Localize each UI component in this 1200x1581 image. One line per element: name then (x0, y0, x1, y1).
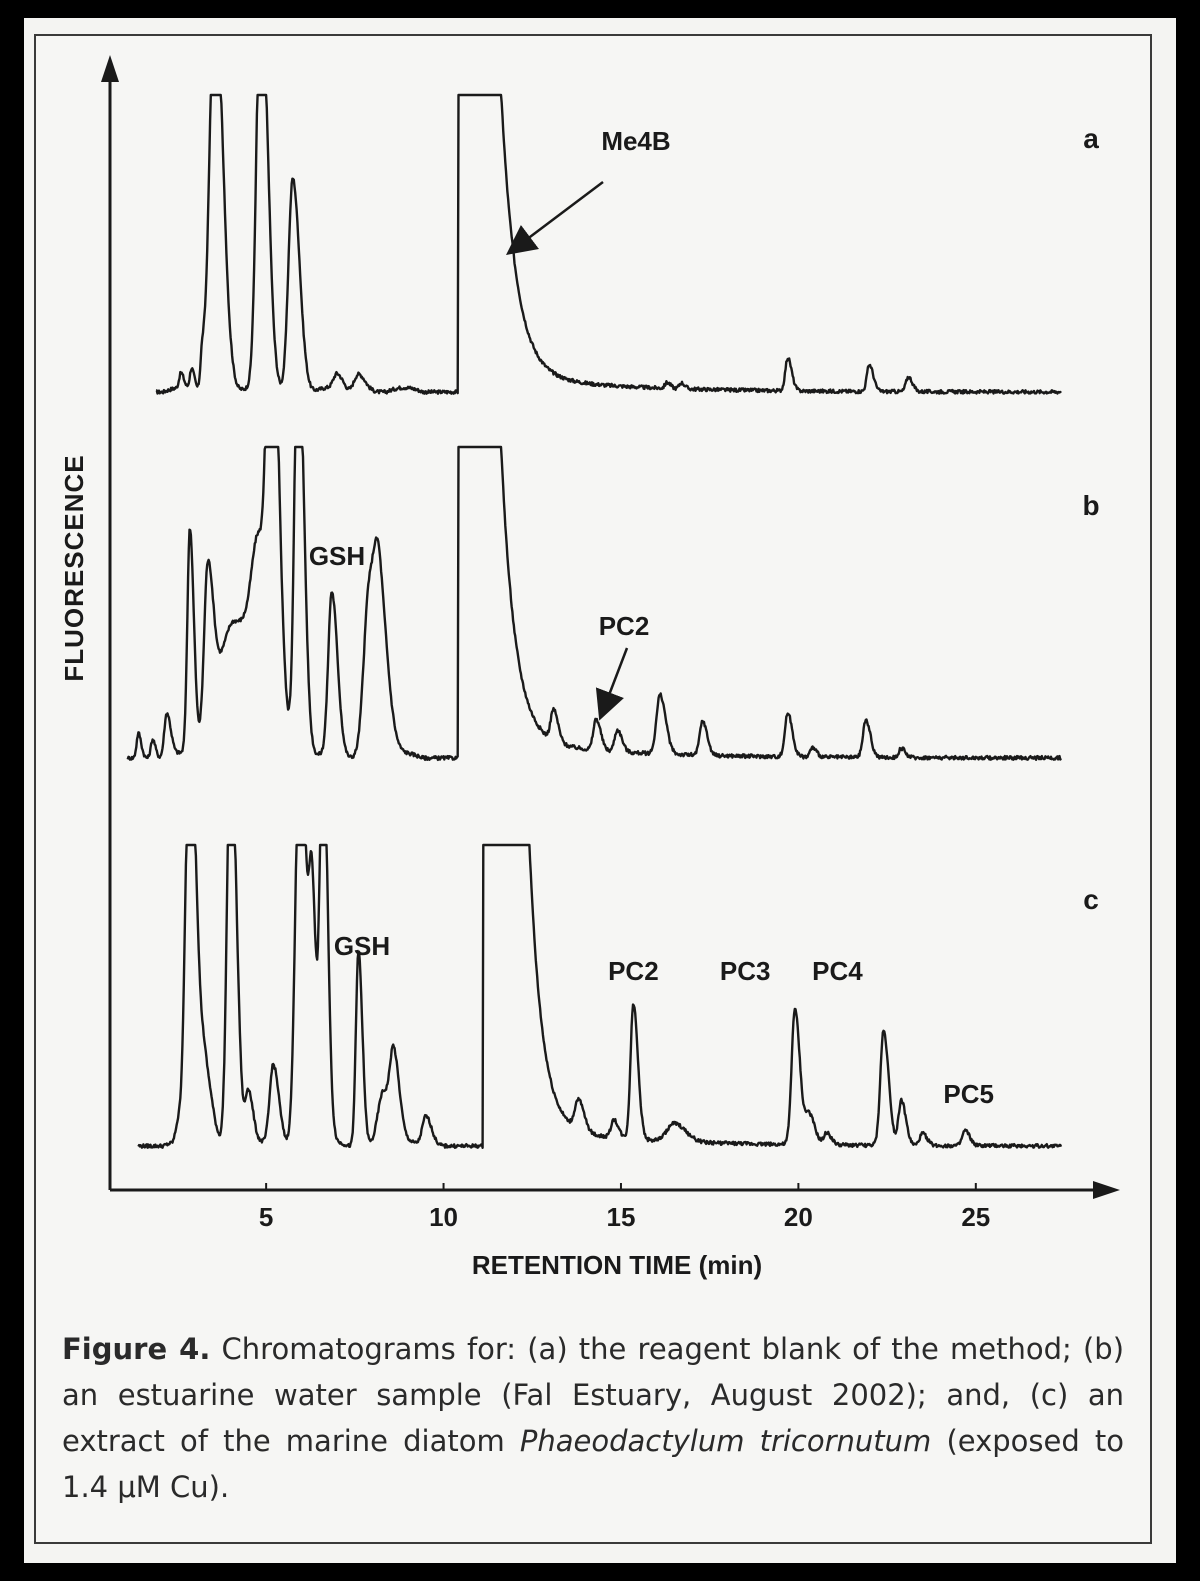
x-tick-label: 15 (607, 1202, 636, 1232)
x-tick-labels: 5 10 15 20 25 (259, 1183, 990, 1232)
chromatogram-trace-c (137, 843, 1063, 1149)
traces (126, 93, 1063, 1149)
y-axis-label: FLUORESCENCE (59, 454, 89, 681)
panel-label-a: a (1083, 123, 1099, 154)
x-tick-label: 10 (429, 1202, 458, 1232)
panel-label-c: c (1083, 884, 1099, 915)
peak-label-pc5: PC5 (943, 1079, 994, 1109)
peak-label-pc2: PC2 (608, 956, 659, 986)
peak-label-pc3: PC3 (720, 956, 771, 986)
x-tick-label: 20 (784, 1202, 813, 1232)
peak-label-pc2: PC2 (599, 611, 650, 641)
y-axis-arrow-icon (101, 55, 119, 82)
figure-caption: Figure 4. Chromatograms for: (a) the rea… (62, 1326, 1124, 1510)
panel-label-b: b (1082, 490, 1099, 521)
annotations: a Me4B b GSH PC2 c GSH PC2 PC3 PC4 PC5 (309, 123, 1100, 1109)
peak-label-me4b: Me4B (601, 126, 670, 156)
caption-text-1: Chromatograms for: (a) the reagent blank… (62, 1332, 1125, 1458)
peak-label-pc4: PC4 (812, 956, 863, 986)
caption-species: Phaeodactylum tricornutum (519, 1424, 932, 1458)
annotation-arrow (506, 181, 604, 256)
x-tick-label: 5 (259, 1202, 273, 1232)
chromatogram-trace-a (155, 93, 1062, 395)
x-axis-label: RETENTION TIME (min) (472, 1250, 762, 1280)
chromatogram-trace-b (126, 445, 1063, 762)
caption-figure-label: Figure 4. (62, 1332, 211, 1366)
x-tick-label: 25 (961, 1202, 990, 1232)
peak-label-gsh: GSH (309, 541, 365, 571)
x-axis-arrow-icon (1093, 1181, 1120, 1199)
annotation-arrow (595, 647, 629, 721)
figure-frame (34, 34, 1152, 1544)
caption-text-2: (exposed to 1.4 μM Cu). (62, 1424, 1125, 1504)
peak-label-gsh: GSH (334, 931, 390, 961)
